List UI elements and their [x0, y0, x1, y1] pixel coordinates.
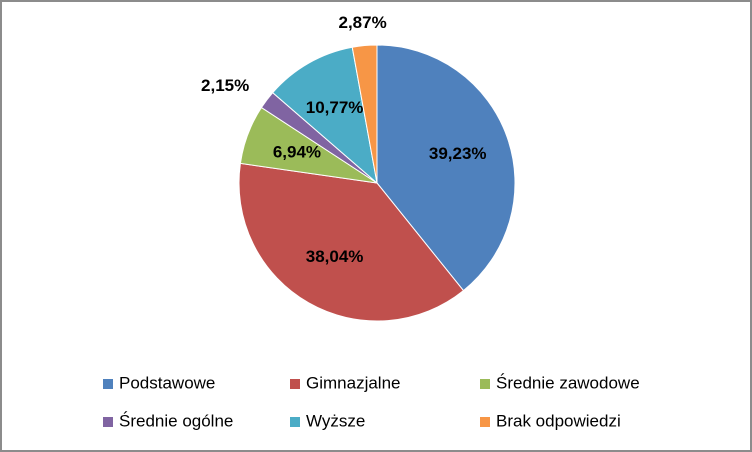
data-label: 2,87%: [338, 13, 386, 32]
legend-label: Średnie zawodowe: [496, 373, 640, 392]
data-label: 6,94%: [273, 142, 321, 161]
legend-label: Gimnazjalne: [306, 373, 401, 392]
legend-label: Podstawowe: [119, 373, 215, 392]
pie-slice: [376, 44, 516, 292]
legend-marker: [290, 417, 300, 427]
data-label: 10,77%: [306, 98, 364, 117]
pie-slice: [351, 44, 378, 184]
legend-marker: [103, 417, 113, 427]
legend-label: Brak odpowiedzi: [496, 411, 621, 430]
legend-marker: [103, 379, 113, 389]
legend-marker: [480, 417, 490, 427]
pie-slice: [271, 46, 378, 185]
legend-label: Średnie ogólne: [119, 411, 233, 430]
data-label: 38,04%: [306, 247, 364, 266]
data-label: 39,23%: [429, 144, 487, 163]
legend-marker: [480, 379, 490, 389]
pie-slice: [238, 162, 465, 322]
legend-marker: [290, 379, 300, 389]
legend-label: Wyższe: [306, 411, 365, 430]
data-label: 2,15%: [201, 76, 249, 95]
